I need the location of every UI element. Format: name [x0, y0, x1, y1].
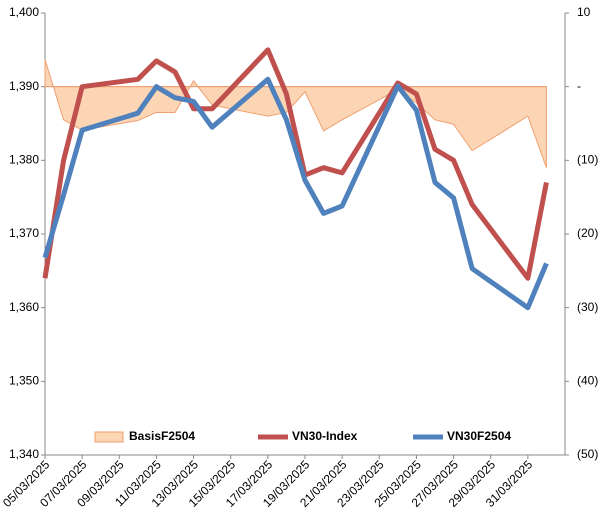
legend-label: VN30-Index — [292, 429, 358, 443]
basis-area — [44, 59, 547, 168]
y-tick-label: 1,380 — [9, 153, 39, 167]
series-line — [42, 76, 549, 311]
y2-tick-label: - — [577, 79, 581, 93]
y-tick-label: 1,360 — [9, 300, 39, 314]
y-tick-label: 1,400 — [9, 5, 39, 19]
y2-tick-label: (10) — [577, 153, 598, 167]
y2-tick-label: 10 — [577, 5, 591, 19]
legend-label: BasisF2504 — [129, 429, 195, 443]
series-line — [42, 47, 549, 281]
y-tick-label: 1,340 — [9, 447, 39, 461]
y2-tick-label: (50) — [577, 447, 598, 461]
y2-tick-label: (20) — [577, 226, 598, 240]
y-tick-label: 1,370 — [9, 226, 39, 240]
legend-swatch — [94, 431, 124, 443]
y2-tick-label: (30) — [577, 300, 598, 314]
y-tick-label: 1,390 — [9, 79, 39, 93]
y2-tick-label: (40) — [577, 374, 598, 388]
y-tick-label: 1,350 — [9, 374, 39, 388]
legend-label: VN30F2504 — [447, 429, 511, 443]
